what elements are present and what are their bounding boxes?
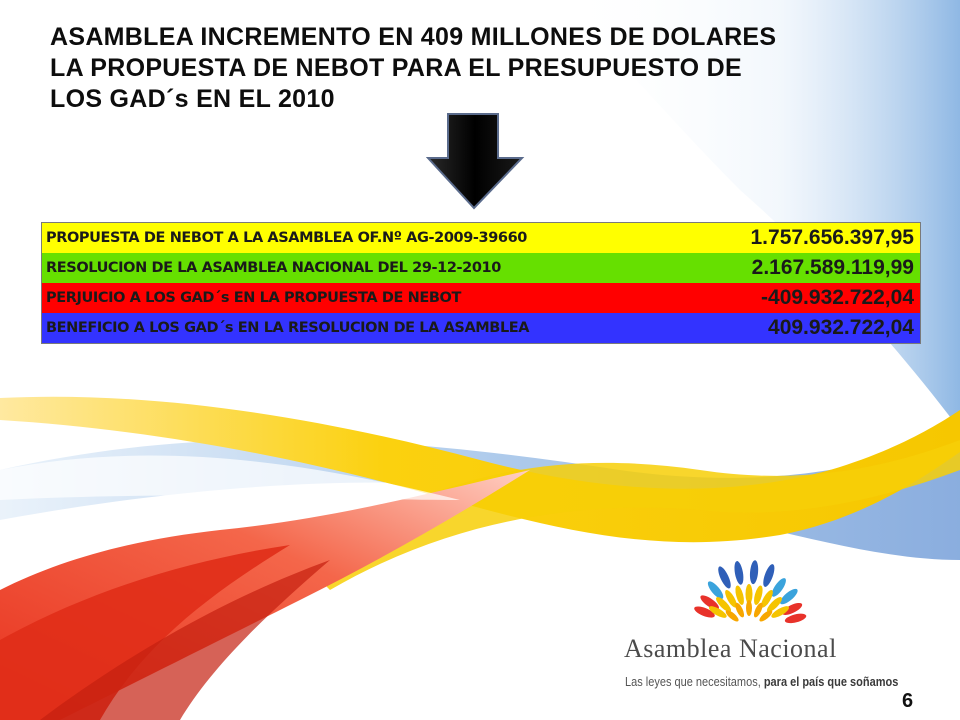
row-value: -409.932.722,04 (761, 286, 914, 309)
title-line: LA PROPUESTA DE NEBOT PARA EL PRESUPUEST… (50, 54, 742, 82)
sun-rays-emblem-icon (694, 560, 807, 624)
org-name-first: Asamblea (624, 634, 732, 663)
table-row: BENEFICIO A LOS GAD´s EN LA RESOLUCION D… (42, 313, 920, 343)
tagline-bold: para el país que soñamos (763, 675, 899, 689)
tagline-regular: Las leyes que necesitamos, (625, 675, 761, 689)
table-row: PROPUESTA DE NEBOT A LA ASAMBLEA OF.Nº A… (42, 223, 920, 253)
title-line: ASAMBLEA INCREMENTO EN 409 MILLONES DE D… (50, 23, 777, 51)
tagline: Las leyes que necesitamos, para el país … (625, 675, 898, 689)
row-label: PROPUESTA DE NEBOT A LA ASAMBLEA OF.Nº A… (46, 230, 527, 246)
row-label: BENEFICIO A LOS GAD´s EN LA RESOLUCION D… (46, 320, 530, 336)
down-arrow-icon (426, 113, 525, 210)
row-value: 409.932.722,04 (768, 316, 914, 339)
table-row: PERJUICIO A LOS GAD´s EN LA PROPUESTA DE… (42, 283, 920, 313)
table-row: RESOLUCION DE LA ASAMBLEA NACIONAL DEL 2… (42, 253, 920, 283)
title-line: LOS GAD´s EN EL 2010 (50, 85, 335, 113)
row-value: 2.167.589.119,99 (751, 256, 914, 279)
row-label: PERJUICIO A LOS GAD´s EN LA PROPUESTA DE… (46, 290, 461, 306)
row-value: 1.757.656.397,95 (750, 226, 915, 249)
budget-table: PROPUESTA DE NEBOT A LA ASAMBLEA OF.Nº A… (41, 222, 921, 344)
row-label: RESOLUCION DE LA ASAMBLEA NACIONAL DEL 2… (46, 260, 501, 276)
slide-title: ASAMBLEA INCREMENTO EN 409 MILLONES DE D… (50, 22, 920, 115)
org-name: Asamblea Nacional (624, 634, 894, 664)
org-name-second: Nacional (738, 634, 837, 663)
page-number: 6 (902, 690, 914, 712)
